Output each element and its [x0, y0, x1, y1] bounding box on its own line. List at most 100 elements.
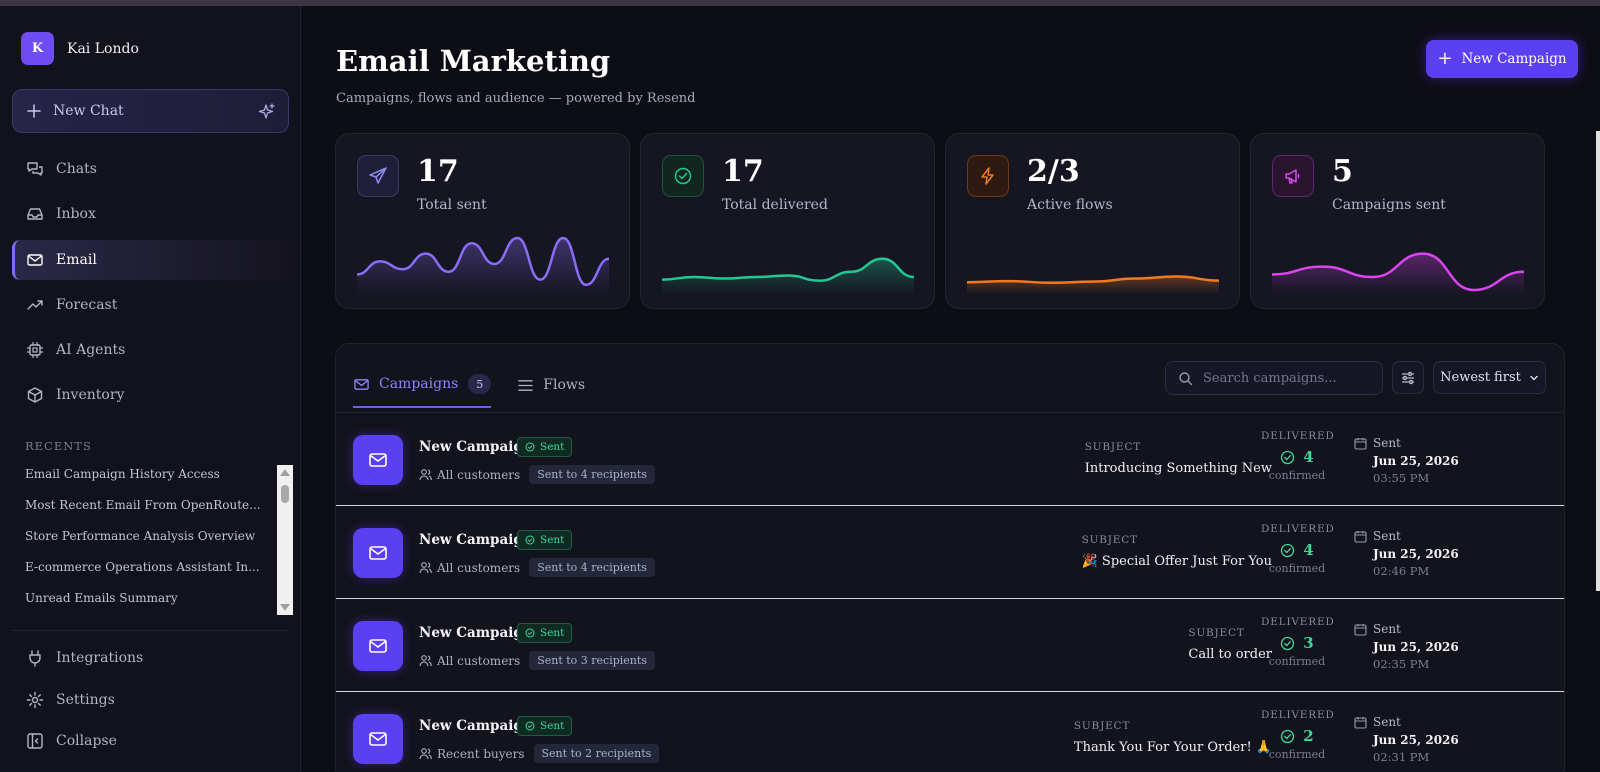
users-icon — [419, 469, 432, 481]
recent-chat-item[interactable]: Store Performance Analysis Overview — [25, 529, 256, 543]
stat-card-total-sent: 17 Total sent — [335, 133, 630, 309]
page-scrollbar[interactable] — [1596, 131, 1600, 591]
main-content: Email Marketing Campaigns, flows and aud… — [302, 6, 1600, 772]
sidebar-item-settings[interactable]: Settings — [12, 680, 289, 720]
sidebar-item-forecast[interactable]: Forecast — [12, 285, 289, 325]
campaign-row[interactable]: New Campaign Sent All customers Sent to … — [336, 598, 1564, 691]
subject-value: Call to order — [1188, 647, 1272, 662]
sidebar-item-inbox[interactable]: Inbox — [12, 194, 289, 234]
send-icon — [357, 155, 399, 197]
subject-column: SUBJECT Introducing Something New — [1085, 441, 1272, 476]
users-icon — [419, 655, 432, 667]
campaign-mail-icon — [353, 435, 403, 485]
campaign-row[interactable]: New Campaign Sent All customers Sent to … — [336, 505, 1564, 598]
sent-date: Jun 25, 2026 — [1373, 454, 1459, 468]
sparkline-line — [662, 257, 914, 282]
stat-value: 5 — [1332, 154, 1353, 189]
calendar-icon — [1354, 531, 1367, 543]
campaign-mail-icon — [353, 714, 403, 764]
sidebar: K Kai Londo New Chat Chats Inbox Email F… — [0, 6, 301, 772]
search-input[interactable] — [1203, 370, 1373, 386]
delivered-column: DELIVERED 4 confirmed — [1261, 523, 1335, 575]
check-circle-icon — [525, 721, 535, 731]
stat-label: Campaigns sent — [1332, 197, 1446, 213]
audience-label: All customers — [437, 467, 521, 482]
sparkline-chart — [967, 275, 1219, 294]
scroll-up-arrow-icon[interactable] — [280, 469, 290, 476]
confirmed-label: confirmed — [1268, 562, 1326, 575]
recent-chat-item[interactable]: Email Campaign History Access — [25, 467, 220, 481]
recipients-badge: Sent to 3 recipients — [529, 651, 655, 670]
recent-chat-item[interactable]: Unread Emails Summary — [25, 591, 178, 605]
stat-value: 2/3 — [1027, 154, 1080, 189]
divider — [12, 630, 289, 631]
delivered-column: DELIVERED 4 confirmed — [1261, 430, 1335, 482]
recent-chat-item[interactable]: E-commerce Operations Assistant In... — [25, 560, 260, 574]
subject-heading: SUBJECT — [1084, 441, 1142, 453]
new-chat-button[interactable]: New Chat — [12, 89, 289, 133]
status-text: Sent — [540, 441, 565, 453]
sidebar-item-ai-agents[interactable]: AI Agents — [12, 330, 289, 370]
new-campaign-button[interactable]: + New Campaign — [1426, 40, 1578, 78]
audience: Recent buyers Sent to 2 recipients — [419, 744, 660, 763]
sent-column: Sent Jun 25, 2026 02:31 PM — [1354, 715, 1459, 764]
campaign-name: New Campaign — [419, 625, 533, 641]
sidebar-item-email[interactable]: Email — [12, 239, 289, 280]
page-title: Email Marketing — [336, 44, 611, 78]
bolt-icon — [967, 155, 1009, 197]
delivered-heading: DELIVERED — [1261, 430, 1335, 442]
audience-label: All customers — [437, 653, 521, 668]
sidebar-item-collapse[interactable]: Collapse — [12, 721, 289, 761]
chevron-down-icon — [1530, 375, 1538, 380]
sparkline-line — [967, 275, 1219, 284]
window-top-strip — [0, 0, 1600, 6]
list-icon — [518, 379, 534, 391]
sent-column: Sent Jun 25, 2026 02:46 PM — [1354, 529, 1459, 578]
sparkline-chart — [357, 236, 609, 294]
recents-scrollbar[interactable] — [277, 465, 293, 615]
filter-button[interactable] — [1392, 361, 1424, 394]
subject-value: Introducing Something New — [1084, 461, 1272, 476]
sidebar-item-chats[interactable]: Chats — [12, 149, 289, 189]
sidebar-bottom-nav: Integrations Settings Collapse — [12, 638, 289, 763]
stat-label: Total delivered — [722, 197, 828, 213]
stat-card-total-delivered: 17 Total delivered — [640, 133, 935, 309]
scroll-down-arrow-icon[interactable] — [280, 604, 290, 611]
recent-chat-item[interactable]: Most Recent Email From OpenRoute... — [25, 498, 261, 512]
user-name: Kai Londo — [67, 40, 139, 57]
sent-time: 03:55 PM — [1373, 471, 1430, 485]
check-circle-icon — [525, 442, 535, 452]
scrollbar-thumb[interactable] — [281, 485, 289, 503]
audience-label: Recent buyers — [437, 746, 525, 761]
delivered-heading: DELIVERED — [1261, 523, 1335, 535]
sent-label: Sent — [1373, 529, 1401, 543]
recipients-badge: Sent to 2 recipients — [533, 744, 660, 763]
campaign-list: New Campaign Sent All customers Sent to … — [336, 412, 1564, 772]
sparkline-line — [357, 236, 609, 287]
sidebar-item-integrations[interactable]: Integrations — [12, 638, 289, 678]
campaign-row[interactable]: New Campaign Sent Recent buyers Sent to … — [336, 691, 1564, 772]
campaign-mail-icon — [353, 528, 403, 578]
sliders-icon — [1402, 371, 1414, 384]
sidebar-item-inventory[interactable]: Inventory — [12, 375, 289, 415]
tab-campaigns[interactable]: Campaigns 5 — [353, 362, 492, 408]
delivered-heading: DELIVERED — [1261, 616, 1335, 628]
stats-row: 17 Total sent 17 Total delivered 2/3 Act… — [335, 133, 1565, 309]
tab-flows[interactable]: Flows — [517, 362, 585, 408]
sparkline-area — [357, 238, 609, 294]
delivered-number: 2 — [1303, 727, 1314, 745]
megaphone-icon — [1272, 155, 1314, 197]
sent-label: Sent — [1373, 622, 1401, 636]
sort-dropdown[interactable]: Newest first — [1433, 361, 1546, 394]
campaign-row[interactable]: New Campaign Sent All customers Sent to … — [336, 412, 1564, 505]
subject-heading: SUBJECT — [1188, 627, 1245, 639]
tab-label: Flows — [543, 377, 586, 393]
delivered-count: 4 — [1261, 448, 1333, 466]
delivered-number: 4 — [1303, 448, 1314, 466]
stat-label: Total sent — [417, 197, 487, 213]
users-icon — [419, 562, 432, 574]
avatar: K — [21, 32, 54, 65]
check-circle-icon — [1281, 543, 1295, 557]
page-subtitle: Campaigns, flows and audience — powered … — [336, 91, 696, 106]
user-profile[interactable]: K Kai Londo — [21, 32, 139, 65]
